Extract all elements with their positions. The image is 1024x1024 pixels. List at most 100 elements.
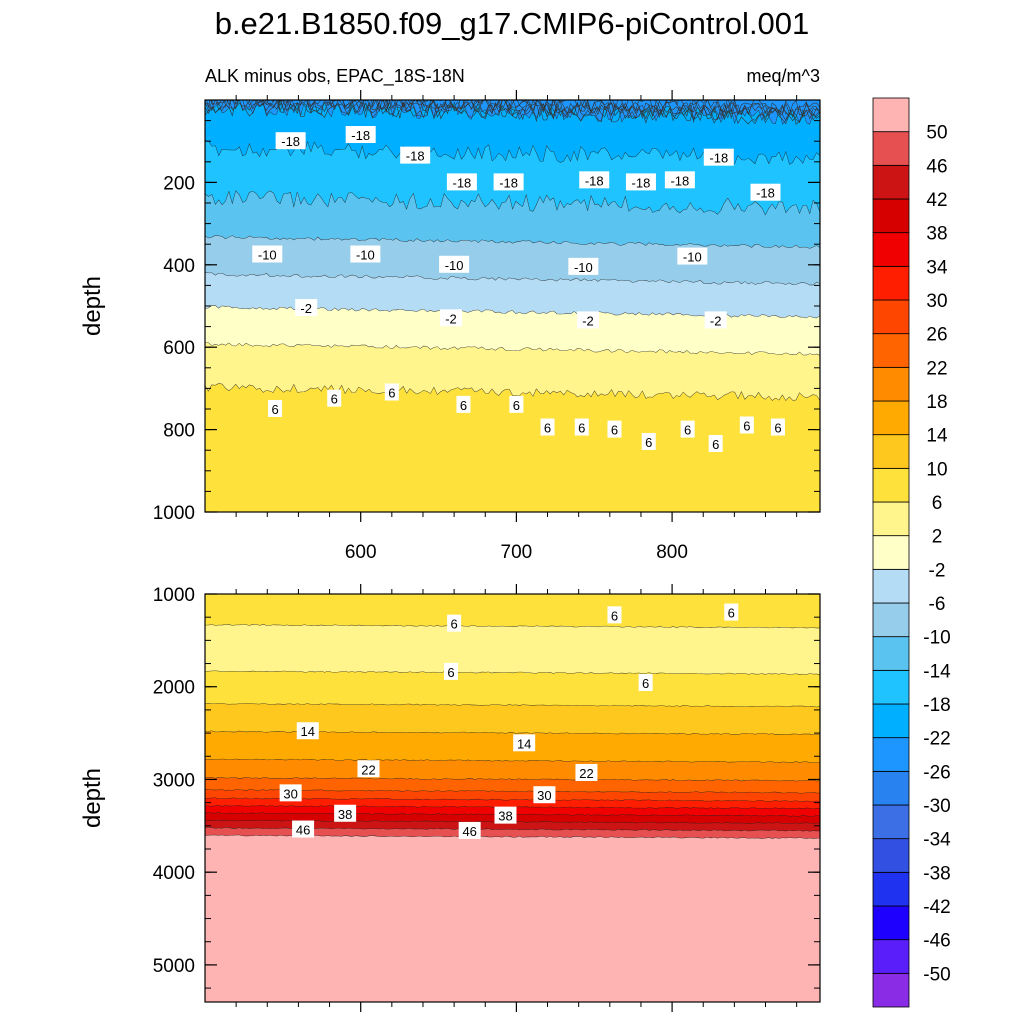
contour-label: 6 [447,614,462,632]
contour-label-text: 46 [462,824,476,839]
contour-label: 6 [607,420,622,438]
contour-label-bg [533,786,556,804]
x-tick-label: 800 [656,542,688,563]
contour-label-bg [334,804,357,822]
contour-label: 6 [708,435,723,453]
contour-label-text: -18 [632,175,651,190]
contour-label-bg [638,674,653,692]
contour-label-bg [350,245,381,263]
contour-label-text: 6 [450,617,457,632]
contour-label-bg [703,148,734,166]
contour-label: -10 [568,257,599,275]
y-tick-label: 2000 [153,678,195,699]
contour-label-text: -18 [709,151,728,166]
contour-label-bg [575,763,598,781]
contour-label-bg [494,806,517,824]
contour-band [205,272,820,319]
colorbar-box [872,265,910,301]
contour-band [205,383,820,512]
contour-label: -10 [439,255,470,273]
colorbar-box [872,333,910,368]
contour-label-bg [509,395,524,413]
contour-label-bg [296,722,319,740]
colorbar-box [872,568,910,604]
y-tick-label: 1000 [153,503,195,524]
y-tick-label: 200 [163,173,195,194]
contour-label-bg [607,420,622,438]
contour-label-text: -18 [281,134,300,149]
contour-label-text: -18 [756,186,775,201]
contour-label-text: -2 [710,313,722,328]
contour-label: -18 [345,126,376,144]
contour-label: -2 [577,311,600,329]
contour-label-text: 6 [684,423,691,438]
contour-label-text: 6 [447,665,454,680]
contour-label-bg [400,146,431,164]
contour-label-text: -10 [574,260,593,275]
contour-label-bg [295,299,318,317]
contour-label: 6 [607,606,622,624]
contour-label-bg [750,183,781,201]
contour-label-text: 6 [728,606,735,621]
contour-band [205,100,820,125]
y-tick-label: 4000 [153,863,195,884]
contour-label: 6 [724,603,739,621]
colorbar-box [872,501,910,537]
colorbar-box [872,871,910,907]
contour-label: -18 [579,171,610,189]
colorbar-box [872,905,910,941]
contour-label-bg [641,432,656,450]
contour-label: 38 [494,806,517,824]
contour-label-text: 30 [283,786,297,801]
contour-label-text: -18 [351,128,370,143]
contour-label: 6 [540,418,555,436]
contour-label-text: 38 [338,807,352,822]
contour-line [205,100,820,118]
contour-label-bg [440,309,462,327]
contour-label-bg [724,603,739,621]
contour-label-bg [446,173,477,191]
contour-label-text: 6 [271,402,278,417]
contour-label-bg [345,126,376,144]
contour-label-text: 6 [611,423,618,438]
contour-label: -18 [275,132,306,150]
contour-band [205,191,820,249]
contour-label-text: 14 [517,736,531,751]
colorbar-box [872,972,910,1008]
colorbar-box [872,400,910,436]
colorbar-tick-label: -26 [923,762,950,783]
colorbar: -50-46-42-38-34-30-26-22-18-14-10-6-2261… [872,97,951,1008]
colorbar-tick-label: -6 [929,594,946,615]
colorbar-box [872,232,910,267]
contour-label: 46 [458,821,481,839]
contour-label: 38 [334,804,357,822]
contour-label: 6 [680,420,695,438]
contour-label: 6 [327,389,342,407]
colorbar-box [872,636,910,671]
colorbar-box [872,434,910,469]
colorbar-tick-label: -10 [923,628,950,649]
contour-label-text: 46 [296,823,310,838]
contour-label-bg [268,400,283,417]
colorbar-box [872,97,910,133]
contour-label-text: 6 [460,398,467,413]
contour-label-text: -2 [582,313,594,328]
colorbar-tick-label: -46 [923,931,950,952]
y-tick-label: 1000 [153,585,195,606]
colorbar-box [872,838,910,873]
contour-label: -2 [295,299,318,317]
colorbar-box [872,198,910,234]
contour-label-text: -10 [356,248,375,263]
contour-label-bg [739,416,754,434]
contour-band [205,798,820,810]
contour-label-bg [664,171,695,189]
contour-label: 46 [292,820,315,838]
colorbar-tick-label: -38 [923,863,950,884]
contour-label: 14 [296,722,319,740]
contour-label-bg [444,662,458,680]
colorbar-tick-label: -2 [929,560,946,581]
contour-line [205,100,820,126]
contour-label-text: -18 [670,173,689,188]
contour-label-bg [327,389,342,407]
contour-label-bg [279,784,302,802]
